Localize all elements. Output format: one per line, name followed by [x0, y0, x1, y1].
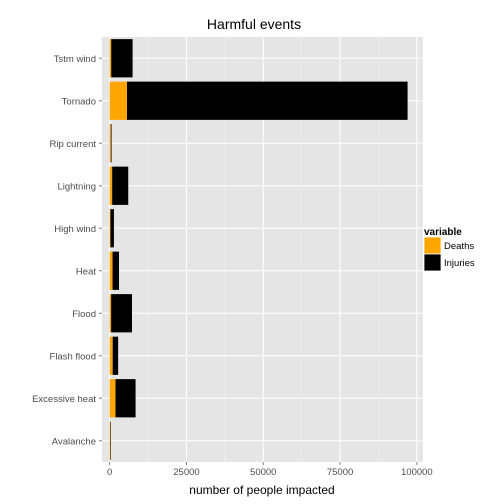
bars [109, 39, 408, 460]
bar-injuries-tstm-wind [111, 39, 133, 78]
bar-deaths-rip-current [109, 124, 111, 163]
chart-title: Harmful events [207, 16, 301, 32]
y-tick-label: Flash flood [50, 351, 96, 362]
bar-deaths-flash-flood [109, 336, 113, 375]
y-tick-label: Flood [72, 309, 96, 320]
y-tick-label: Tstm wind [54, 54, 96, 65]
y-tick-label: Heat [76, 266, 96, 277]
bar-injuries-tornado [126, 81, 408, 120]
x-tick-label: 75000 [327, 467, 353, 478]
y-tick-label: Excessive heat [32, 394, 96, 405]
bar-injuries-flash-flood [112, 336, 119, 375]
bar-injuries-rip-current [110, 124, 112, 163]
legend: variable Deaths Injuries [423, 227, 475, 272]
y-tick-label: Tornado [62, 96, 96, 107]
bar-injuries-flood [111, 294, 132, 333]
legend-key-deaths [423, 236, 442, 255]
y-tick-label: Avalanche [52, 436, 96, 447]
bar-injuries-heat [112, 251, 120, 290]
bar-deaths-flood [109, 294, 112, 333]
x-tick-label: 100000 [401, 467, 433, 478]
y-tick-label: Rip current [50, 139, 97, 150]
bar-deaths-avalanche [109, 421, 111, 460]
x-tick-label: 0 [107, 467, 112, 478]
bar-deaths-tstm-wind [109, 39, 112, 78]
legend-label-injuries: Injuries [444, 258, 475, 269]
bar-deaths-heat [109, 251, 113, 290]
bar-deaths-lightning [109, 166, 113, 205]
y-tick-label: High wind [54, 224, 96, 235]
bar-injuries-excessive-heat [115, 379, 136, 418]
x-axis-title: number of people impacted [189, 483, 334, 497]
legend-label-deaths: Deaths [444, 241, 474, 252]
x-tick-label: 50000 [250, 467, 276, 478]
y-axis-ticks: Tstm wind Tornado Rip current Lightning High… [32, 54, 102, 447]
x-axis-ticks: 0 25000 50000 75000 100000 [107, 462, 433, 478]
bar-deaths-tornado [109, 81, 127, 120]
bar-injuries-lightning [112, 166, 129, 205]
legend-title: variable [424, 227, 462, 238]
bar-deaths-excessive-heat [109, 379, 116, 418]
legend-key-injuries [423, 253, 442, 272]
bar-injuries-avalanche [110, 421, 111, 460]
bar-deaths-high-wind [109, 209, 111, 248]
bar-injuries-high-wind [110, 209, 114, 248]
y-tick-label: Lightning [57, 181, 96, 192]
x-tick-label: 25000 [173, 467, 199, 478]
